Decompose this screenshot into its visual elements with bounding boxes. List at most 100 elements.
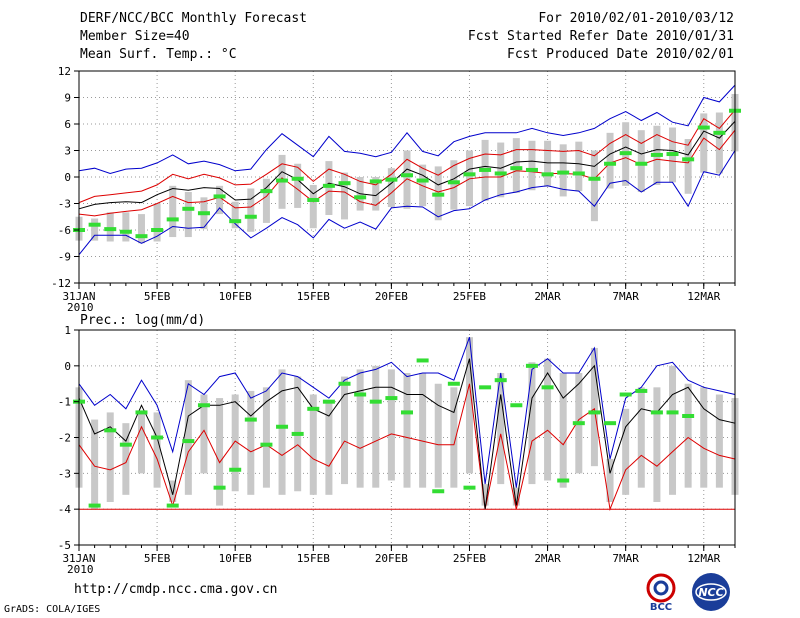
header-start-date: Fcst Started Refer Date 2010/01/31 [467,29,734,44]
ncc-logo-text: NCC [698,586,723,599]
prec-observed-marker [604,421,617,426]
temp-ytick-label: 3 [64,145,71,158]
bcc-logo-text: BCC [650,602,672,613]
temp-spread-box [216,185,224,215]
prec-ytick-label: 1 [64,324,71,337]
temp-spread-box [325,161,333,215]
prec-spread-box [715,394,723,488]
temp-xtick-label: 15FEB [297,290,330,303]
prec-spread-box [544,358,552,481]
temp-observed-marker [525,167,538,172]
temp-observed-marker [541,172,554,177]
prec-observed-marker [416,358,429,363]
temp-spread-box [309,184,317,229]
prec-ytick-label: 0 [64,360,71,373]
prec-spread-box [137,412,145,474]
prec-spread-box [419,373,427,488]
prec-observed-marker [151,435,164,440]
prec-spread-box [153,412,161,488]
prec-observed-marker [650,410,663,415]
prec-ytick-label: -5 [58,539,71,552]
prec-ytick-label: -4 [58,503,72,516]
footer-url[interactable]: http://cmdp.ncc.cma.gov.cn [74,582,278,597]
prec-observed-marker [213,485,226,490]
prec-spread-box [700,387,708,488]
prec-spread-box [684,383,692,488]
temp-observed-marker [229,219,242,224]
temp-ytick-label: 6 [64,118,71,131]
temp-spread-box [341,172,349,220]
prec-spread-box [122,423,130,495]
temp-spread-box [387,168,395,208]
prec-observed-marker [541,385,554,390]
temp-observed-marker [338,181,351,186]
prec-ytick-label: -3 [58,467,71,480]
temp-xtick-label: 31JAN [62,290,95,303]
temp-spread-box [169,185,177,238]
temp-observed-marker [604,161,617,166]
temp-ytick-label: 0 [64,171,71,184]
prec-observed-marker [291,431,304,436]
temp-xtick-year-label: 2010 [67,301,94,314]
temp-observed-marker [322,183,335,188]
prec-observed-marker [182,439,195,444]
prec-spread-box [247,390,255,495]
prec-observed-marker [401,410,413,415]
prec-xtick-year-label: 2010 [67,563,94,576]
prec-observed-marker [463,485,476,490]
prec-p25-line [78,383,736,512]
temp-observed-marker [260,189,273,194]
temp-observed-marker [697,125,710,130]
temp-spread-box [715,112,723,174]
prec-spread-box [372,365,380,488]
prec-xtick-label: 31JAN [62,552,95,565]
prec-observed-marker [619,392,632,397]
temp-observed-marker [588,176,601,181]
prec-observed-marker [666,410,679,415]
prec-observed-marker [447,381,460,386]
prec-spread-box [669,365,677,495]
prec-xtick-label: 15FEB [297,552,330,565]
prec-spread-box [497,373,505,485]
prec-spread-box [387,369,395,481]
temp-spread-box [403,150,411,209]
temp-spread-box [450,160,458,210]
footer-grads-credit: GrADS: COLA/IGES [4,604,101,615]
temp-observed-marker [619,151,632,156]
temp-observed-marker [666,152,679,157]
prec-observed-marker [432,489,445,494]
header-title: DERF/NCC/BCC Monthly Forecast [80,11,307,26]
prec-xtick-label: 5FEB [144,552,171,565]
temp-observed-marker [166,217,179,222]
temp-spread-box [137,214,145,244]
temp-spread-box [106,212,114,242]
prec-observed-marker [557,478,570,483]
ncc-logo: NCC [692,573,730,611]
temp-spread-box [247,188,255,232]
temp-spread-box [122,212,130,242]
prec-spread-box [184,380,192,495]
prec-observed-marker [572,421,585,426]
temp-observed-marker [463,172,476,177]
temp-ytick-label: -12 [51,277,71,290]
prec-observed-marker [525,363,538,368]
prec-observed-marker [166,503,179,508]
prec-observed-marker [479,385,492,390]
prec-spread-box [528,362,536,485]
prec-observed-marker [135,410,148,415]
temp-xtick-label: 12MAR [687,290,720,303]
temp-observed-marker [213,194,226,199]
temp-spread-box [606,132,614,189]
temp-spread-box [153,203,161,242]
prec-spread-box [278,369,286,495]
prec-observed-marker [385,396,398,401]
temp-observed-marker [447,180,460,185]
temp-p25-line [78,129,736,217]
prec-panel-title: Prec.: log(mm/d) [80,313,205,328]
temp-observed-marker [635,161,648,166]
temp-xtick-label: 10FEB [219,290,252,303]
prec-spread-box [216,398,224,506]
temp-observed-marker [291,176,304,181]
prec-observed-marker [682,414,695,418]
